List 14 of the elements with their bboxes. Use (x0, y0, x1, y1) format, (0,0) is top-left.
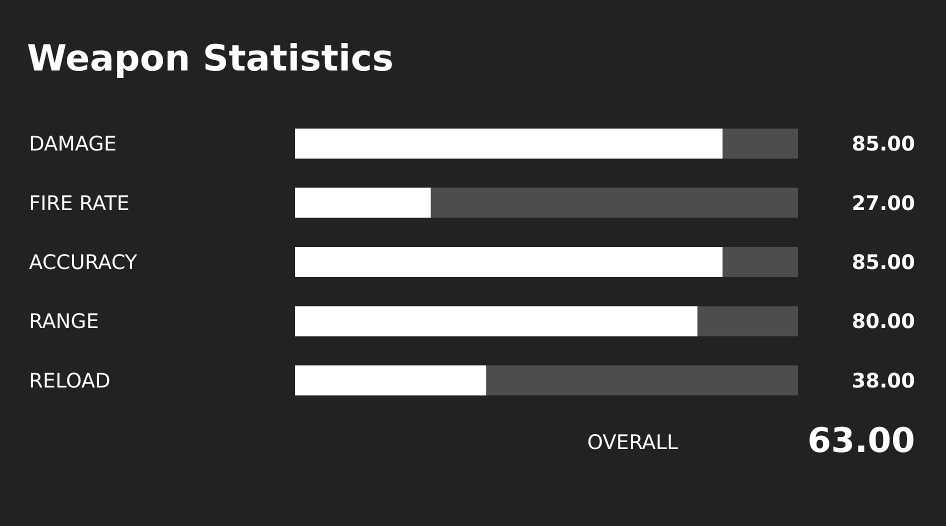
data-label: 80.00 (852, 309, 915, 334)
text: 63.00 (807, 421, 915, 461)
y-tick-label: RELOAD (29, 368, 110, 392)
y-tick-label: RANGE (29, 309, 99, 334)
data-label: 85.00 (852, 132, 915, 156)
data-label: 38.00 (852, 368, 915, 392)
y-tick-label: FIRE RATE (29, 190, 130, 215)
y-tick-label: DAMAGE (29, 132, 116, 156)
text: OVERALL (587, 430, 679, 454)
data-label: 27.00 (852, 190, 915, 215)
bar (295, 188, 431, 218)
data-label: 85.00 (852, 250, 915, 274)
y-tick-label: ACCURACY (29, 250, 138, 274)
chart-title: Weapon Statistics (27, 38, 394, 80)
